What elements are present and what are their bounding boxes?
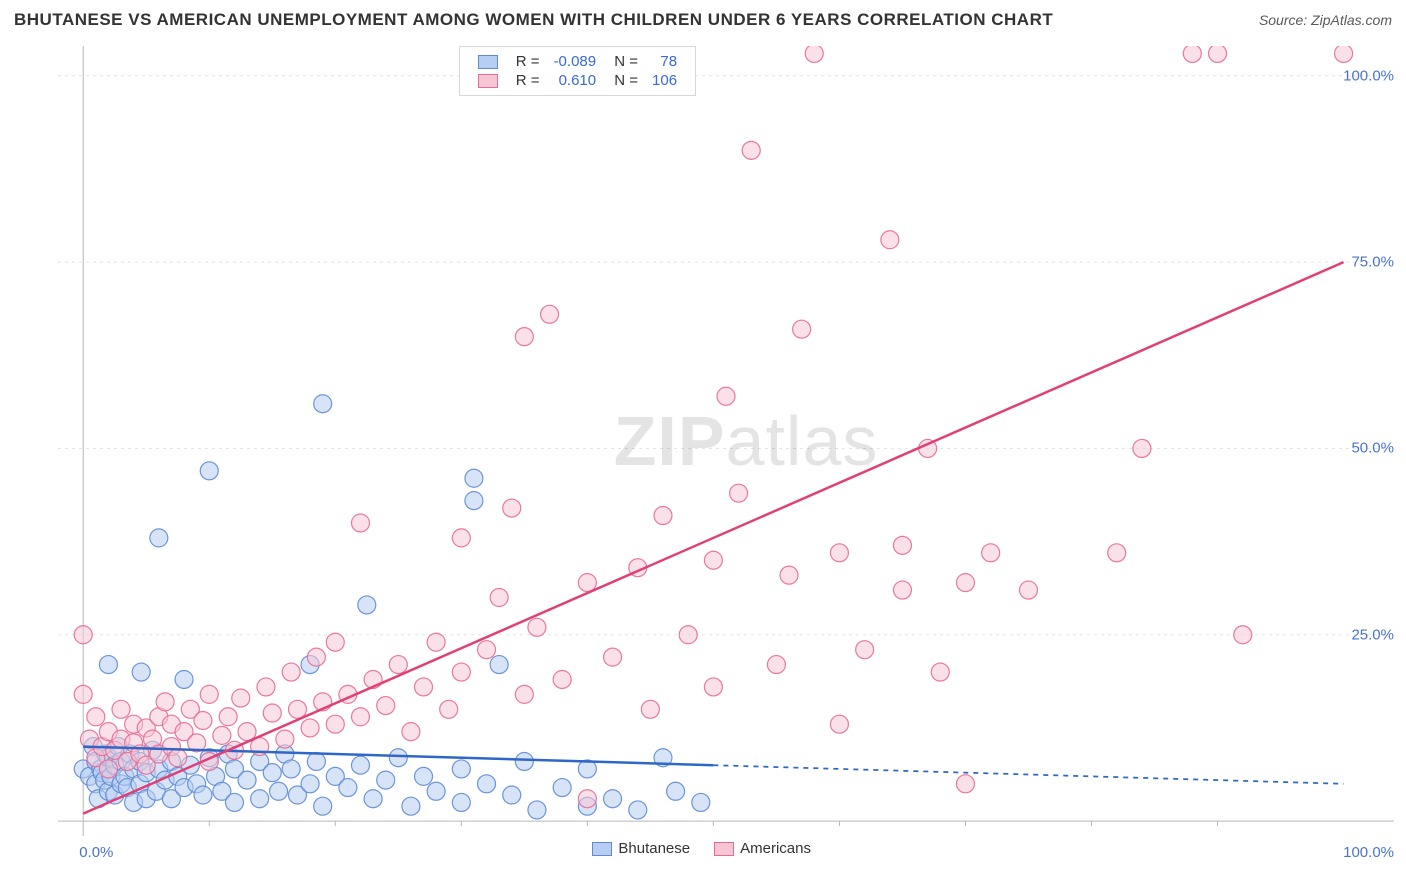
source-attribution: Source: ZipAtlas.com	[1259, 12, 1392, 28]
y-tick-label: 75.0%	[1351, 254, 1394, 271]
y-tick-label: 100.0%	[1343, 67, 1394, 84]
legend-label: Americans	[740, 840, 811, 857]
legend-swatch-icon	[592, 842, 612, 856]
y-tick-label: 25.0%	[1351, 626, 1394, 643]
x-tick-label: 100.0%	[1343, 844, 1394, 861]
legend-label: Bhutanese	[618, 840, 690, 857]
legend-n-value: 106	[646, 72, 683, 89]
legend-swatch-icon	[478, 55, 498, 69]
legend-swatch-icon	[478, 74, 498, 88]
legend-item: Bhutanese	[592, 840, 690, 857]
legend-r-value: -0.089	[548, 53, 603, 70]
legend-stats-box: R =-0.089 N =78 R =0.610 N =106	[459, 46, 696, 96]
legend-r-value: 0.610	[548, 72, 603, 89]
legend-stat-row: R =-0.089 N =78	[472, 53, 683, 70]
legend-swatch-icon	[714, 842, 734, 856]
legend-series: Bhutanese Americans	[592, 840, 835, 857]
x-tick-label: 0.0%	[79, 844, 113, 861]
chart-title: BHUTANESE VS AMERICAN UNEMPLOYMENT AMONG…	[14, 10, 1053, 30]
legend-n-value: 78	[646, 53, 683, 70]
legend-item: Americans	[714, 840, 811, 857]
scatter-plot	[58, 46, 1394, 836]
legend-stat-row: R =0.610 N =106	[472, 72, 683, 89]
y-tick-label: 50.0%	[1351, 440, 1394, 457]
